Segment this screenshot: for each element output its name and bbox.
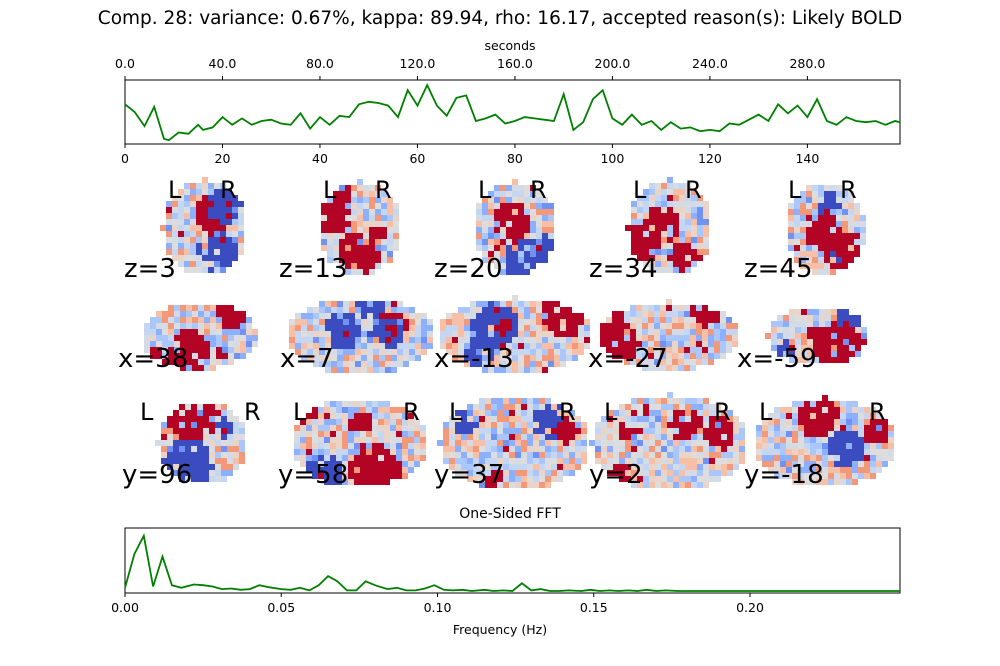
right-marker: R: [530, 176, 547, 204]
fft-xaxis-label: Frequency (Hz): [452, 622, 548, 637]
top-tick-label: 120.0: [400, 56, 436, 71]
coronal-slice-label: y=37: [434, 460, 505, 490]
left-marker: L: [140, 398, 154, 426]
figure-title: Comp. 28: variance: 0.67%, kappa: 89.94,…: [97, 8, 903, 29]
timeseries-line: [124, 82, 901, 142]
axial-slice-label: z=45: [744, 254, 813, 284]
right-marker: R: [559, 398, 576, 426]
left-marker: L: [293, 398, 307, 426]
brain-slices: [144, 177, 894, 488]
bottom-tick-label: 0: [121, 151, 129, 166]
fft-tick-label: 0.05: [267, 600, 295, 615]
right-marker: R: [840, 176, 857, 204]
axial-slice-label: z=3: [124, 254, 176, 284]
sagittal-slice-label: x=-13: [434, 344, 514, 374]
top-tick-label: 80.0: [306, 56, 334, 71]
left-marker: L: [478, 176, 492, 204]
sagittal-slice-label: x=38: [118, 344, 189, 374]
right-marker: R: [244, 398, 261, 426]
axial-slice-label: z=13: [279, 254, 348, 284]
left-marker: L: [604, 398, 618, 426]
top-tick-label: 280.0: [789, 56, 825, 71]
top-tick-label: 0.0: [115, 56, 135, 71]
bottom-tick-label: 100: [600, 151, 624, 166]
right-marker: R: [403, 398, 420, 426]
sagittal-slice-label: x=-59: [737, 344, 817, 374]
coronal-slice-label: y=96: [122, 460, 193, 490]
timeseries-panel: 0.0 40.0 80.0 120.0 160.0 200.0 240.0 280.0 0 20 4…: [0, 50, 1000, 175]
coronal-slice-4: [589, 392, 745, 488]
fft-tick-label: 0.15: [580, 600, 608, 615]
left-marker: L: [323, 176, 337, 204]
fft-chart: 0.00 0.05 0.10 0.15 0.20: [111, 527, 901, 615]
sagittal-slice-label: x=-27: [588, 344, 668, 374]
bottom-tick-label: 60: [409, 151, 425, 166]
fft-tick-label: 0.20: [736, 600, 764, 615]
axial-slice-1: [160, 177, 244, 273]
axial-slice-4: [625, 177, 709, 273]
seconds-axis-label: seconds: [484, 38, 536, 53]
fft-tick-label: 0.10: [424, 600, 452, 615]
bottom-tick-label: 120: [698, 151, 722, 166]
timeseries-frame: [124, 79, 901, 145]
bottom-tick-label: 140: [795, 151, 819, 166]
left-marker: L: [168, 176, 182, 204]
sagittal-slice-3: [440, 295, 590, 373]
sagittal-slice-1: [144, 305, 258, 371]
left-marker: L: [759, 398, 773, 426]
axial-slice-label: z=34: [589, 254, 658, 284]
top-tick-label: 200.0: [595, 56, 631, 71]
fft-line: [124, 533, 900, 592]
bottom-tick-label: 20: [215, 151, 231, 166]
fft-frame: [124, 527, 901, 594]
coronal-slice-label: y=58: [278, 460, 349, 490]
sagittal-slice-4: [600, 299, 738, 371]
fft-title: One-Sided FFT: [459, 506, 561, 522]
axial-slice-2: [321, 179, 399, 275]
coronal-slice-3: [437, 398, 587, 488]
coronal-slice-5: [756, 395, 894, 485]
coronal-slice-label: y=-18: [744, 460, 824, 490]
brain-montage: [0, 170, 1000, 500]
coronal-slice-1: [155, 404, 245, 482]
left-marker: L: [449, 398, 463, 426]
axial-slice-label: z=20: [434, 254, 503, 284]
coronal-slice-2: [294, 401, 426, 485]
right-marker: R: [220, 176, 237, 204]
timeseries-chart: 0.0 40.0 80.0 120.0 160.0 200.0 240.0 280.0 0 20 4…: [115, 56, 901, 166]
sagittal-slice-2: [289, 301, 433, 373]
right-marker: R: [685, 176, 702, 204]
fft-tick-label: 0.00: [111, 600, 139, 615]
right-marker: R: [714, 398, 731, 426]
axial-slice-5: [788, 185, 866, 275]
top-tick-label: 160.0: [497, 56, 533, 71]
left-marker: L: [788, 176, 802, 204]
right-marker: R: [375, 176, 392, 204]
fft-panel: 0.00 0.05 0.10 0.15 0.20: [0, 520, 1000, 620]
sagittal-slice-label: x=7: [280, 344, 334, 374]
coronal-slice-label: y=2: [589, 460, 643, 490]
top-tick-label: 240.0: [692, 56, 728, 71]
sagittal-slice-5: [765, 309, 867, 363]
left-marker: L: [633, 176, 647, 204]
top-tick-label: 40.0: [209, 56, 237, 71]
bottom-tick-label: 80: [507, 151, 523, 166]
axial-slice-3: [476, 179, 554, 275]
bottom-tick-label: 40: [312, 151, 328, 166]
right-marker: R: [869, 398, 886, 426]
